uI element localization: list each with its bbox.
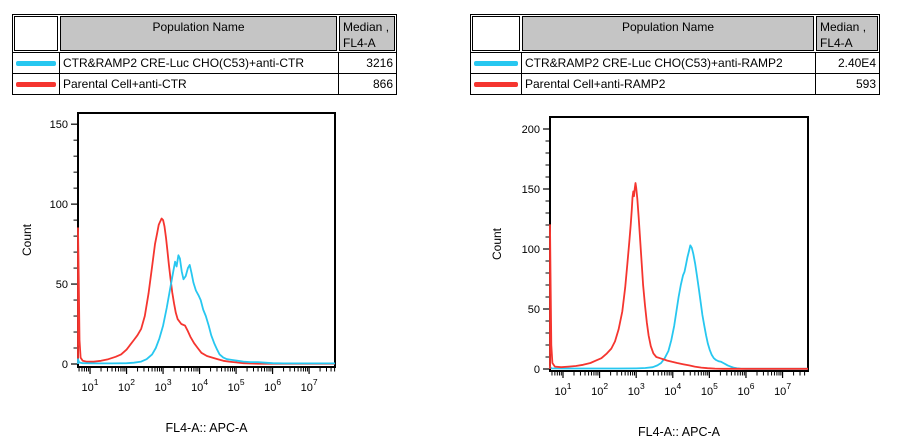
x-tick-label: 103: [155, 377, 172, 394]
y-tick-label: 150: [522, 184, 540, 196]
y-tick-label: 150: [50, 119, 68, 131]
population-name-cell: Parental Cell+anti-RAMP2: [521, 73, 815, 94]
x-tick-label: 104: [191, 377, 208, 394]
population-name-cell: CTR&RAMP2 CRE-Luc CHO(C53)+anti-CTR: [59, 52, 338, 73]
right-x-axis-label: FL4-A:: APC-A: [638, 425, 720, 439]
y-tick-label: 100: [50, 199, 68, 211]
median-header-line2: FL4-A: [343, 36, 376, 50]
x-tick-label: 102: [591, 381, 608, 398]
population-table-right: Population Name Median , FL4-A CTR&RAMP2…: [470, 14, 880, 95]
column-header-median: Median , FL4-A: [339, 16, 395, 51]
plot-frame: [549, 116, 809, 372]
median-value-cell: 866: [338, 73, 396, 94]
population-name-cell: CTR&RAMP2 CRE-Luc CHO(C53)+anti-RAMP2: [521, 52, 815, 73]
column-header-median: Median , FL4-A: [816, 16, 878, 51]
red-population-swatch: [16, 81, 56, 87]
x-tick-label: 106: [264, 377, 281, 394]
x-tick-label: 105: [228, 377, 245, 394]
table-row-swatch-cell: [13, 73, 59, 94]
histogram-curve-red: [77, 217, 335, 365]
median-value-cell: 3216: [338, 52, 396, 73]
median-header-line1: Median ,: [820, 20, 867, 34]
x-tick-label: 101: [82, 377, 99, 394]
population-table-left: Population Name Median , FL4-A CTR&RAMP2…: [12, 14, 397, 95]
table-corner-cell: [14, 16, 58, 51]
y-tick-label: 0: [62, 359, 68, 371]
table-row-swatch-cell: [471, 52, 521, 73]
x-tick-label: 101: [554, 381, 571, 398]
cyan-population-swatch: [474, 60, 518, 66]
left-histogram-svg: 101 102 103 104 105 106 107 0 50 100 150: [50, 112, 336, 394]
x-tick-label: 102: [118, 377, 135, 394]
x-tick-label: 105: [701, 381, 718, 398]
plot-frame: [77, 112, 336, 368]
cyan-population-swatch: [16, 60, 56, 66]
median-value-cell: 2.40E4: [815, 52, 879, 73]
left-x-axis-label: FL4-A:: APC-A: [165, 421, 248, 435]
y-tick-label: 50: [56, 279, 68, 291]
x-tick-label: 107: [774, 381, 791, 398]
median-header-line2: FL4-A: [820, 36, 853, 50]
table-row-swatch-cell: [471, 73, 521, 94]
x-tick-label: 107: [301, 377, 318, 394]
table-row-swatch-cell: [13, 52, 59, 73]
y-tick-label: 100: [522, 244, 540, 256]
right-y-axis-label: Count: [490, 227, 504, 261]
histogram-curve-red: [549, 182, 808, 370]
histogram-curve-cyan: [77, 254, 335, 365]
median-header-line1: Median ,: [343, 20, 390, 34]
median-value-cell: 593: [815, 73, 879, 94]
x-tick-label: 104: [664, 381, 681, 398]
x-tick-label: 103: [628, 381, 645, 398]
red-population-swatch: [474, 81, 518, 87]
right-histogram-svg: 101 102 103 104 105 106 107 0 50 100 150 200: [522, 116, 809, 398]
histogram-curve-cyan: [549, 244, 808, 370]
column-header-population: Population Name: [522, 16, 814, 51]
x-tick-label: 106: [737, 381, 754, 398]
column-header-population: Population Name: [60, 16, 337, 51]
table-corner-cell: [472, 16, 520, 51]
y-tick-label: 50: [528, 304, 540, 316]
population-name-cell: Parental Cell+anti-CTR: [59, 73, 338, 94]
left-y-axis-label: Count: [20, 223, 34, 257]
y-tick-label: 0: [534, 364, 540, 376]
y-tick-label: 200: [522, 124, 540, 136]
